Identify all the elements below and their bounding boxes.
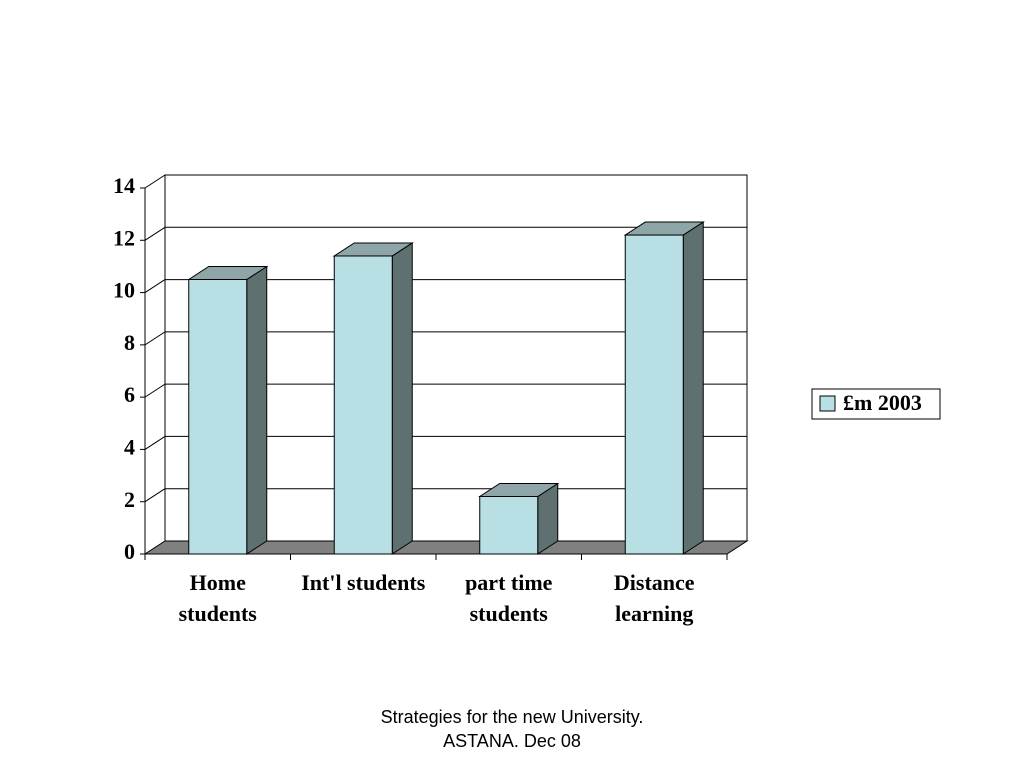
bar-side: [391, 242, 413, 555]
grid-line: [144, 174, 166, 189]
footer-line: ASTANA. Dec 08: [443, 731, 581, 751]
x-tick-label: Home students: [178, 570, 257, 626]
bar-side: [246, 265, 268, 555]
grid-line: [144, 383, 166, 398]
y-tick-label: 6: [124, 382, 135, 407]
x-tick-label: Int'l students: [301, 570, 426, 595]
grid-line: [144, 226, 166, 241]
footer-line: Strategies for the new University.: [380, 707, 644, 727]
legend-swatch: [819, 395, 836, 412]
bar: [333, 255, 393, 555]
bar: [624, 234, 684, 555]
y-tick-label: 2: [124, 487, 135, 512]
y-tick-label: 14: [113, 173, 135, 198]
x-tick-label: part time students: [465, 570, 553, 626]
x-tick-label: Distance learning: [613, 570, 695, 626]
bar: [188, 279, 248, 555]
bar: [479, 495, 539, 555]
bar-side: [682, 221, 704, 555]
grid-line: [144, 331, 166, 346]
y-tick-label: 4: [124, 434, 135, 459]
y-tick-label: 0: [124, 539, 135, 564]
grid-line: [144, 488, 166, 503]
legend-label: £m 2003: [843, 390, 922, 415]
y-tick-label: 8: [124, 330, 135, 355]
y-tick-label: 10: [113, 278, 135, 303]
y-tick-label: 12: [113, 225, 135, 250]
grid-line: [144, 436, 166, 450]
grid-line: [144, 279, 166, 293]
